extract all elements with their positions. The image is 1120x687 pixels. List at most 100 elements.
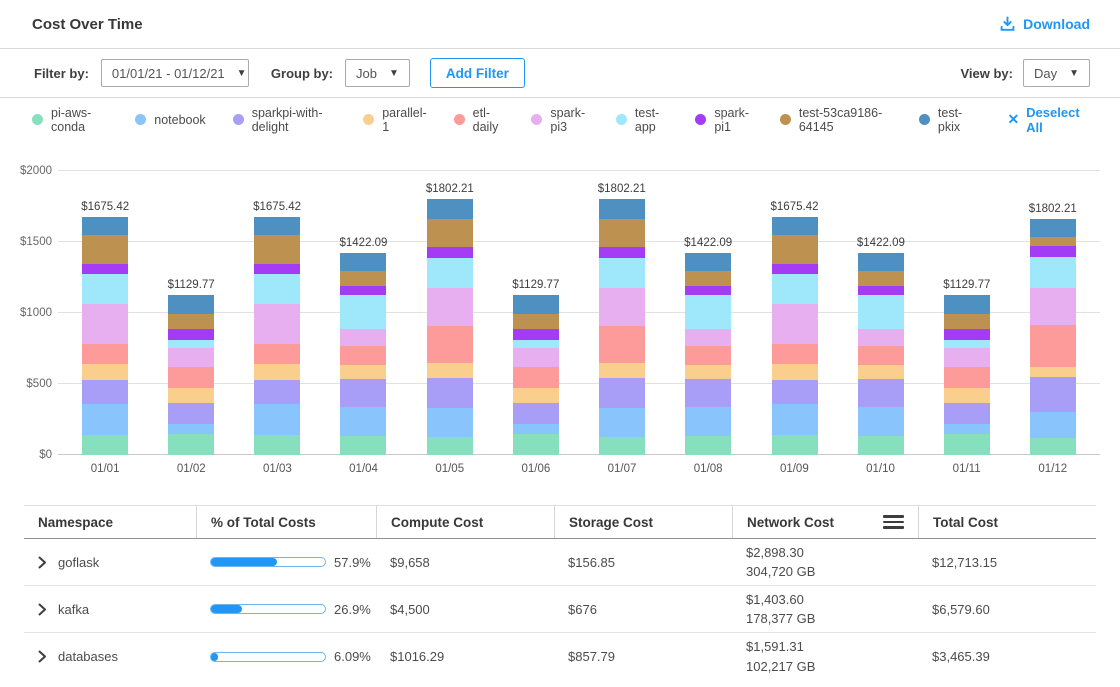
bar-group-01/08[interactable]: $1422.09: [684, 237, 732, 455]
bar-group-01/02[interactable]: $1129.77: [168, 279, 215, 455]
bar-segment-parallel-1[interactable]: [168, 388, 215, 403]
bar-segment-test-53ca9186-64145[interactable]: [1029, 236, 1076, 246]
bar-segment-spark-pi3[interactable]: [82, 304, 129, 345]
bar-segment-pi-aws-conda[interactable]: [943, 434, 990, 455]
bar-segment-pi-aws-conda[interactable]: [685, 435, 732, 455]
bar-segment-test-pkix[interactable]: [943, 294, 990, 315]
bar-segment-sparkpi-with-delight[interactable]: [82, 380, 129, 405]
group-by-select[interactable]: Job ▼: [345, 59, 410, 87]
bar-segment-etl-daily[interactable]: [340, 345, 387, 366]
bar-segment-test-app[interactable]: [512, 339, 559, 348]
legend-item-etl-daily[interactable]: etl-daily: [453, 106, 505, 134]
bar-segment-test-app[interactable]: [1029, 256, 1076, 289]
bar-group-01/10[interactable]: $1422.09: [857, 237, 905, 455]
bar-segment-etl-daily[interactable]: [598, 325, 645, 363]
bar-segment-test-53ca9186-64145[interactable]: [340, 271, 387, 286]
bar-segment-notebook[interactable]: [254, 404, 301, 435]
bar-segment-etl-daily[interactable]: [168, 366, 215, 389]
bar-group-01/11[interactable]: $1129.77: [943, 279, 990, 455]
legend-item-test-pkix[interactable]: test-pkix: [918, 106, 973, 134]
legend-item-parallel-1[interactable]: parallel-1: [363, 106, 427, 134]
bar-group-01/03[interactable]: $1675.42: [253, 201, 301, 455]
bar-segment-test-app[interactable]: [254, 274, 301, 305]
bar-segment-pi-aws-conda[interactable]: [426, 436, 473, 455]
bar-group-01/05[interactable]: $1802.21: [426, 183, 474, 455]
bar-segment-etl-daily[interactable]: [254, 344, 301, 365]
bar-segment-pi-aws-conda[interactable]: [168, 434, 215, 455]
bar-segment-test-pkix[interactable]: [598, 199, 645, 220]
bar-segment-test-app[interactable]: [168, 339, 215, 348]
bar-segment-notebook[interactable]: [771, 404, 818, 435]
bar-segment-parallel-1[interactable]: [82, 364, 129, 381]
expand-row-databases[interactable]: databases: [24, 649, 196, 664]
bar-segment-spark-pi3[interactable]: [426, 288, 473, 326]
bar-segment-test-53ca9186-64145[interactable]: [857, 271, 904, 286]
bar-segment-spark-pi1[interactable]: [340, 285, 387, 296]
bar-segment-test-pkix[interactable]: [771, 217, 818, 236]
legend-item-notebook[interactable]: notebook: [135, 113, 206, 127]
bar-segment-spark-pi1[interactable]: [943, 328, 990, 340]
bar-segment-test-53ca9186-64145[interactable]: [771, 235, 818, 264]
bar-segment-sparkpi-with-delight[interactable]: [512, 402, 559, 424]
bar-segment-test-pkix[interactable]: [168, 294, 215, 315]
bar-segment-test-pkix[interactable]: [82, 217, 129, 236]
bar-segment-test-app[interactable]: [340, 295, 387, 329]
bar-segment-spark-pi3[interactable]: [254, 304, 301, 345]
bar-segment-test-app[interactable]: [685, 295, 732, 329]
bar-segment-etl-daily[interactable]: [82, 344, 129, 365]
bar-segment-notebook[interactable]: [426, 408, 473, 437]
column-menu-icon[interactable]: [883, 515, 904, 529]
bar-segment-spark-pi3[interactable]: [512, 347, 559, 367]
bar-segment-parallel-1[interactable]: [598, 362, 645, 379]
bar-segment-sparkpi-with-delight[interactable]: [168, 402, 215, 424]
bar-segment-pi-aws-conda[interactable]: [857, 435, 904, 455]
bar-segment-test-app[interactable]: [857, 295, 904, 329]
bar-segment-test-pkix[interactable]: [685, 253, 732, 272]
bar-group-01/07[interactable]: $1802.21: [598, 183, 646, 455]
expand-row-goflask[interactable]: goflask: [24, 555, 196, 570]
bar-segment-pi-aws-conda[interactable]: [82, 434, 129, 455]
bar-segment-spark-pi3[interactable]: [943, 347, 990, 367]
bar-segment-pi-aws-conda[interactable]: [598, 436, 645, 455]
bar-segment-test-53ca9186-64145[interactable]: [82, 235, 129, 264]
bar-segment-test-app[interactable]: [943, 339, 990, 348]
bar-segment-spark-pi3[interactable]: [168, 347, 215, 367]
bar-segment-test-app[interactable]: [771, 274, 818, 305]
bar-segment-test-pkix[interactable]: [857, 253, 904, 272]
bar-segment-sparkpi-with-delight[interactable]: [685, 379, 732, 407]
bar-segment-notebook[interactable]: [168, 423, 215, 435]
bar-group-01/12[interactable]: $1802.21: [1029, 203, 1077, 455]
bar-segment-spark-pi1[interactable]: [685, 285, 732, 296]
bar-segment-spark-pi3[interactable]: [598, 288, 645, 326]
bar-segment-spark-pi3[interactable]: [685, 328, 732, 346]
legend-item-sparkpi-with-delight[interactable]: sparkpi-with-delight: [232, 106, 337, 134]
bar-segment-pi-aws-conda[interactable]: [771, 434, 818, 455]
bar-segment-etl-daily[interactable]: [943, 366, 990, 389]
add-filter-button[interactable]: Add Filter: [429, 58, 525, 88]
view-by-select[interactable]: Day ▼: [1022, 59, 1090, 87]
legend-item-spark-pi3[interactable]: spark-pi3: [531, 106, 589, 134]
bar-group-01/01[interactable]: $1675.42: [81, 201, 129, 455]
bar-segment-spark-pi3[interactable]: [857, 328, 904, 346]
bar-segment-notebook[interactable]: [943, 423, 990, 435]
legend-item-test-53ca9186-64145[interactable]: test-53ca9186-64145: [779, 106, 892, 134]
legend-item-test-app[interactable]: test-app: [615, 106, 668, 134]
bar-segment-parallel-1[interactable]: [340, 365, 387, 380]
bar-segment-etl-daily[interactable]: [857, 345, 904, 366]
bar-segment-test-pkix[interactable]: [512, 294, 559, 315]
bar-segment-spark-pi1[interactable]: [512, 328, 559, 340]
bar-segment-parallel-1[interactable]: [512, 388, 559, 403]
bar-segment-notebook[interactable]: [82, 404, 129, 435]
bar-segment-spark-pi1[interactable]: [426, 247, 473, 258]
bar-segment-parallel-1[interactable]: [943, 388, 990, 403]
bar-segment-spark-pi3[interactable]: [771, 304, 818, 345]
bar-segment-sparkpi-with-delight[interactable]: [771, 380, 818, 405]
bar-segment-spark-pi1[interactable]: [857, 285, 904, 296]
bar-segment-etl-daily[interactable]: [1029, 324, 1076, 367]
bar-segment-sparkpi-with-delight[interactable]: [1029, 377, 1076, 412]
bar-segment-spark-pi3[interactable]: [340, 328, 387, 346]
bar-segment-test-pkix[interactable]: [1029, 218, 1076, 237]
bar-segment-test-53ca9186-64145[interactable]: [168, 314, 215, 329]
bar-segment-notebook[interactable]: [857, 406, 904, 436]
bar-segment-notebook[interactable]: [512, 423, 559, 435]
